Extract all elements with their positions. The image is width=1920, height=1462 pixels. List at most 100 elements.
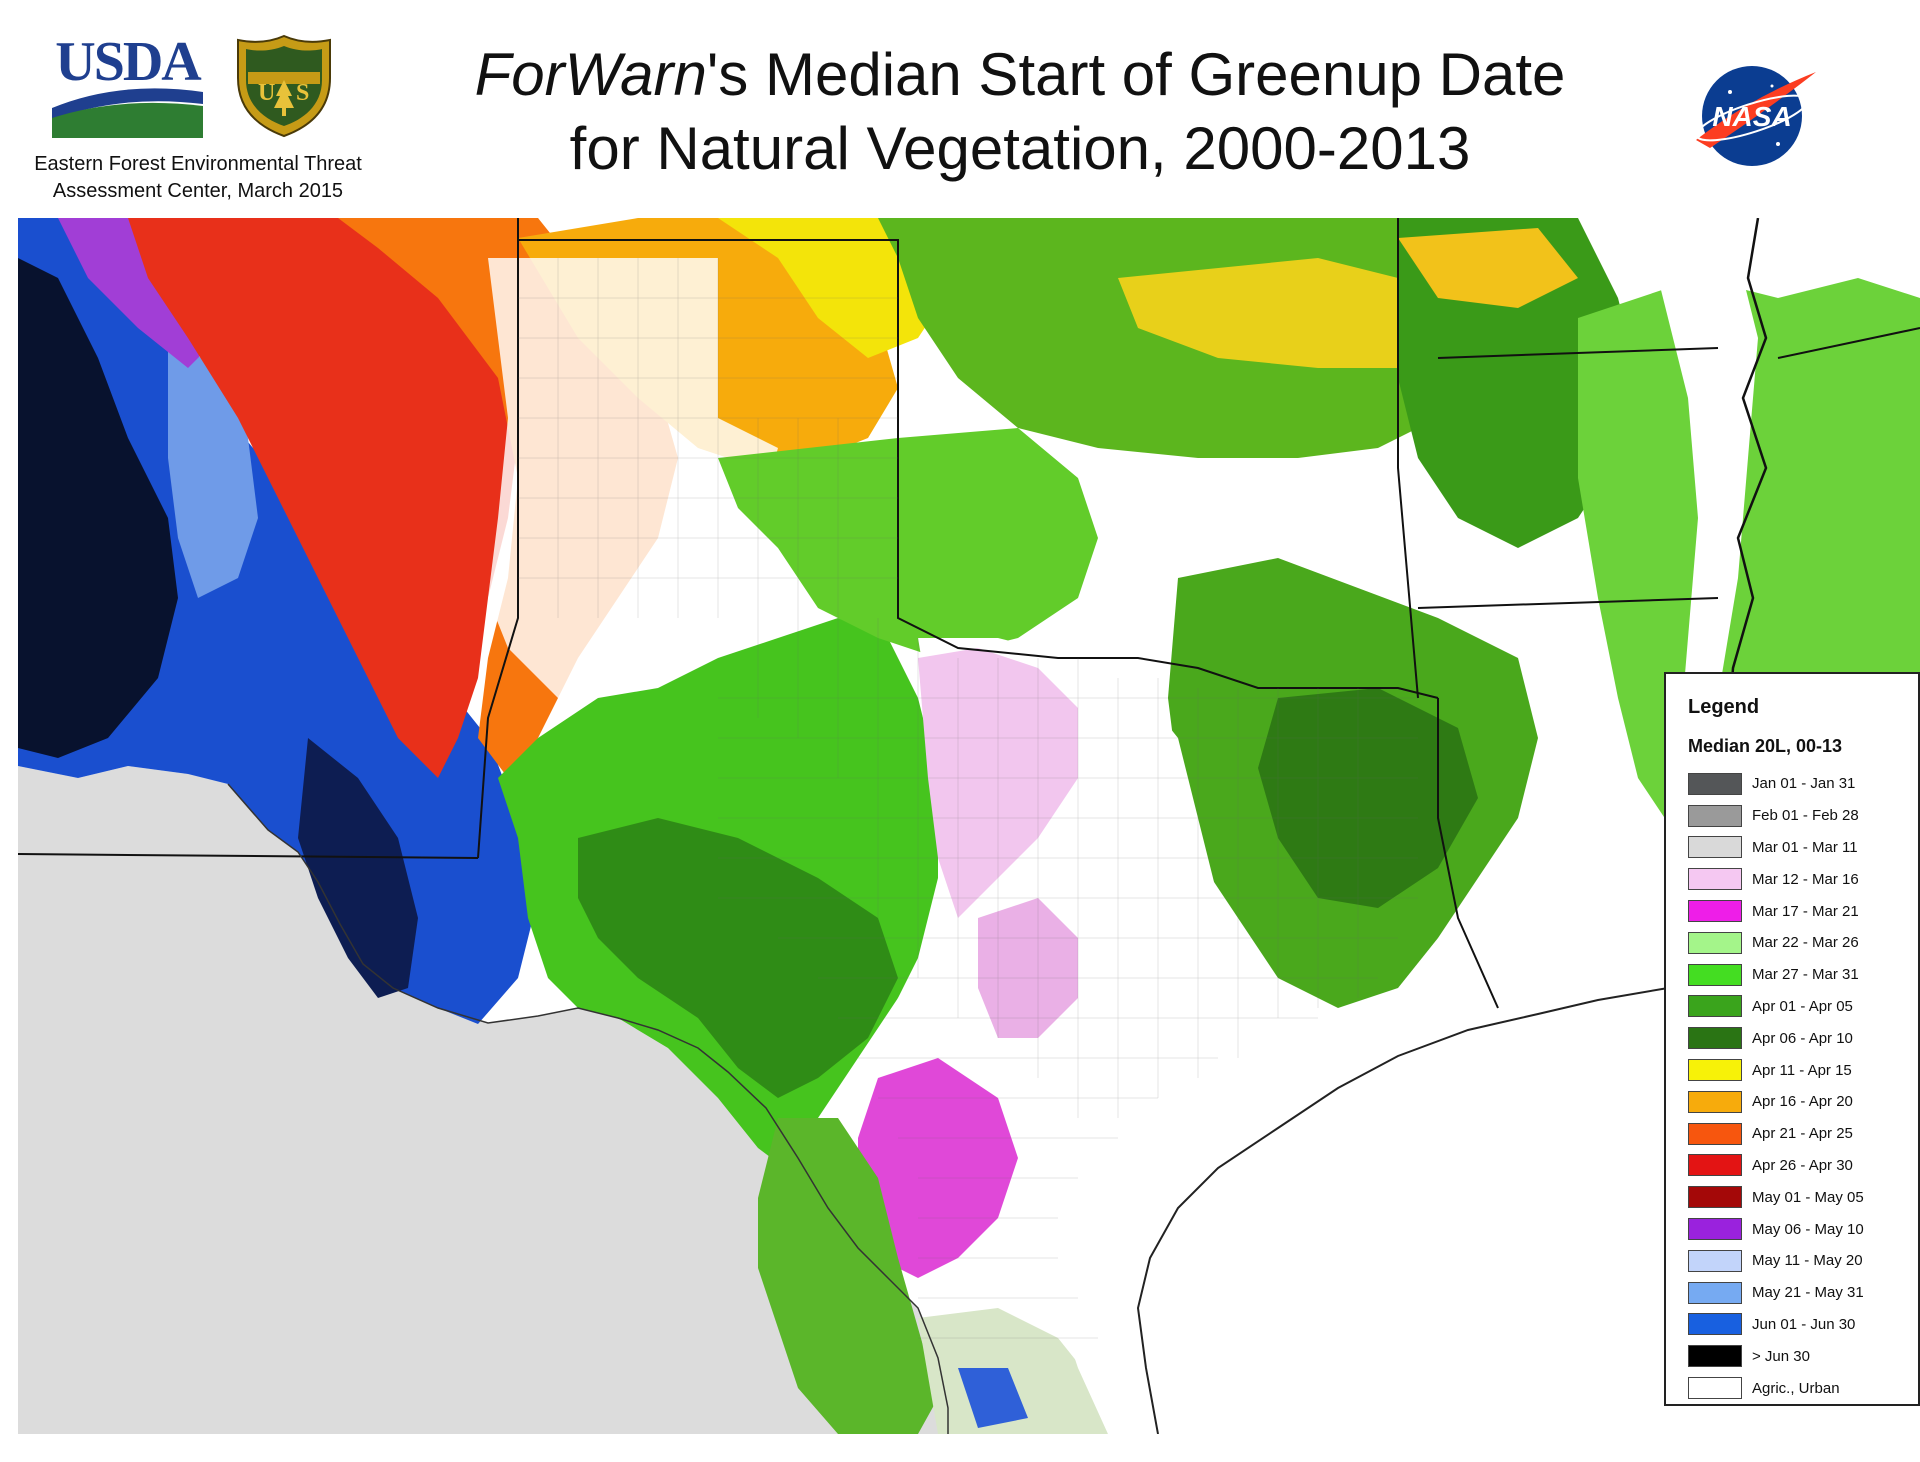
legend-label: Jun 01 - Jun 30 xyxy=(1752,1315,1856,1333)
legend-swatch xyxy=(1688,963,1742,986)
legend-swatch xyxy=(1688,1313,1742,1336)
legend-item: Apr 06 - Apr 10 xyxy=(1688,1022,1918,1054)
legend-label: Mar 12 - Mar 16 xyxy=(1752,870,1859,888)
legend-swatch xyxy=(1688,1090,1742,1113)
nasa-logo-icon: NASA xyxy=(1690,58,1820,172)
county-grid xyxy=(518,258,1418,1339)
header: USDA U S U S Eastern Forest Environmenta… xyxy=(0,0,1920,215)
legend-item: Apr 11 - Apr 15 xyxy=(1688,1054,1918,1086)
legend-label: May 01 - May 05 xyxy=(1752,1188,1864,1206)
forest-service-shield-icon: U S U S xyxy=(236,34,332,138)
legend-label: Agric., Urban xyxy=(1752,1379,1840,1397)
title-line-1: 's Median Start of Greenup Date xyxy=(706,41,1566,108)
legend-item: Apr 01 - Apr 05 xyxy=(1688,991,1918,1023)
legend-item: May 11 - May 20 xyxy=(1688,1245,1918,1277)
region-south-texas-mixed xyxy=(918,1308,1108,1434)
legend-label: Mar 01 - Mar 11 xyxy=(1752,838,1858,856)
legend-label: Apr 21 - Apr 25 xyxy=(1752,1125,1853,1143)
title-brand: ForWarn xyxy=(474,41,707,108)
organization-line-2: Assessment Center, March 2015 xyxy=(52,180,344,202)
legend-swatch xyxy=(1688,1122,1742,1145)
border-ok-ar xyxy=(1397,218,1419,699)
border-tx-la xyxy=(1437,698,1499,1009)
border-nm-tx-west xyxy=(477,218,519,859)
legend-label: Mar 22 - Mar 26 xyxy=(1752,934,1859,952)
legend-swatch xyxy=(1688,868,1742,891)
legend-label: Jan 01 - Jan 31 xyxy=(1752,775,1856,793)
legend-item: Apr 21 - Apr 25 xyxy=(1688,1118,1918,1150)
region-mar-17-greenup xyxy=(858,1058,1018,1278)
legend-swatch xyxy=(1688,1186,1742,1209)
region-late-greenup xyxy=(18,258,178,758)
legend-item: Mar 22 - Mar 26 xyxy=(1688,927,1918,959)
region-late-greenup-south xyxy=(298,738,418,998)
outside-coverage-area xyxy=(18,766,948,1434)
border-tn-ms xyxy=(1777,327,1920,359)
usda-logo: USDA xyxy=(50,30,205,140)
region-agric-panhandle xyxy=(488,258,778,708)
legend-swatch xyxy=(1688,1249,1742,1272)
region-north-central-green xyxy=(718,428,1098,658)
legend-item: May 21 - May 31 xyxy=(1688,1277,1918,1309)
legend-swatch xyxy=(1688,1059,1742,1082)
region-oklahoma-yellow xyxy=(1118,258,1478,368)
legend-item: Mar 01 - Mar 11 xyxy=(1688,832,1918,864)
legend-item: Mar 17 - Mar 21 xyxy=(1688,895,1918,927)
legend-swatch xyxy=(1688,1027,1742,1050)
region-coastal-agric xyxy=(1018,1008,1398,1434)
legend-label: > Jun 30 xyxy=(1752,1347,1810,1365)
legend-label: Mar 27 - Mar 31 xyxy=(1752,966,1859,984)
region-jun-greenup xyxy=(18,218,538,1024)
region-mississippi-delta-agric xyxy=(1658,258,1758,778)
gulf-coastline xyxy=(1136,987,1718,1434)
legend-swatch xyxy=(1688,836,1742,859)
legend-item: May 01 - May 05 xyxy=(1688,1181,1918,1213)
legend-label: Apr 11 - Apr 15 xyxy=(1752,1061,1852,1079)
legend-swatch xyxy=(1688,995,1742,1018)
page-title: ForWarn's Median Start of Greenup Date f… xyxy=(380,38,1660,186)
legend-label: Apr 16 - Apr 20 xyxy=(1752,1093,1853,1111)
legend-swatch xyxy=(1688,1281,1742,1304)
legend-swatch xyxy=(1688,1377,1742,1400)
legend-subtitle: Median 20L, 00-13 xyxy=(1688,736,1843,756)
legend-item: Feb 01 - Feb 28 xyxy=(1688,800,1918,832)
legend-item: Agric., Urban xyxy=(1688,1372,1918,1404)
legend-label: May 06 - May 10 xyxy=(1752,1220,1864,1238)
legend-label: Apr 01 - Apr 05 xyxy=(1752,997,1853,1015)
legend-item: Apr 26 - Apr 30 xyxy=(1688,1150,1918,1182)
legend-label: May 21 - May 31 xyxy=(1752,1284,1864,1302)
usda-logo-swoosh-icon xyxy=(52,88,203,138)
border-nm-south xyxy=(18,853,479,859)
legend-label: Feb 01 - Feb 28 xyxy=(1752,807,1859,825)
border-mo-ar xyxy=(1437,347,1719,359)
svg-text:U: U xyxy=(258,80,275,106)
legend-item: May 06 - May 10 xyxy=(1688,1213,1918,1245)
region-arkansas-yellow xyxy=(1398,228,1578,308)
legend-swatch xyxy=(1688,1345,1742,1368)
legend-item: Jun 01 - Jun 30 xyxy=(1688,1309,1918,1341)
nasa-logo-text: NASA xyxy=(1712,101,1791,132)
map-legend: Legend Median 20L, 00-13 Jan 01 - Jan 31… xyxy=(1664,672,1920,1406)
region-east-texas-dark xyxy=(1258,688,1478,908)
title-line-2: for Natural Vegetation, 2000-2013 xyxy=(569,115,1471,182)
legend-label: May 11 - May 20 xyxy=(1752,1252,1863,1270)
legend-swatch xyxy=(1688,804,1742,827)
region-mar-12-greenup xyxy=(918,648,1078,918)
svg-text:S: S xyxy=(296,80,309,106)
legend-label: Mar 17 - Mar 21 xyxy=(1752,902,1859,920)
organization-line-1: Eastern Forest Environmental Threat xyxy=(34,153,362,175)
map-canvas xyxy=(18,218,1920,1434)
border-ar-la xyxy=(1417,597,1719,609)
legend-item: Jan 01 - Jan 31 xyxy=(1688,768,1918,800)
legend-label: Apr 26 - Apr 30 xyxy=(1752,1156,1853,1174)
legend-item: Mar 12 - Mar 16 xyxy=(1688,863,1918,895)
legend-swatch xyxy=(1688,772,1742,795)
region-apr-early-greenup xyxy=(578,818,898,1098)
legend-swatch xyxy=(1688,931,1742,954)
legend-item: Mar 27 - Mar 31 xyxy=(1688,959,1918,991)
greenup-map: Legend Median 20L, 00-13 Jan 01 - Jan 31… xyxy=(18,218,1920,1434)
region-south-texas-green xyxy=(758,1118,938,1434)
border-red-river xyxy=(518,239,1439,699)
region-may-early-greenup xyxy=(58,218,218,368)
region-apr-late-greenup xyxy=(128,218,558,778)
